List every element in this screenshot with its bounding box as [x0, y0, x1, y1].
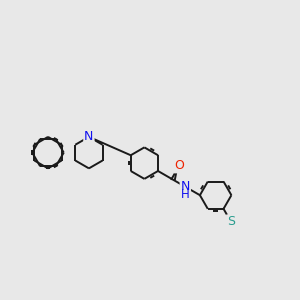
- Text: H: H: [181, 188, 190, 202]
- Text: N: N: [84, 130, 94, 143]
- Text: N: N: [181, 180, 190, 193]
- Text: O: O: [174, 159, 184, 172]
- Text: S: S: [227, 215, 235, 228]
